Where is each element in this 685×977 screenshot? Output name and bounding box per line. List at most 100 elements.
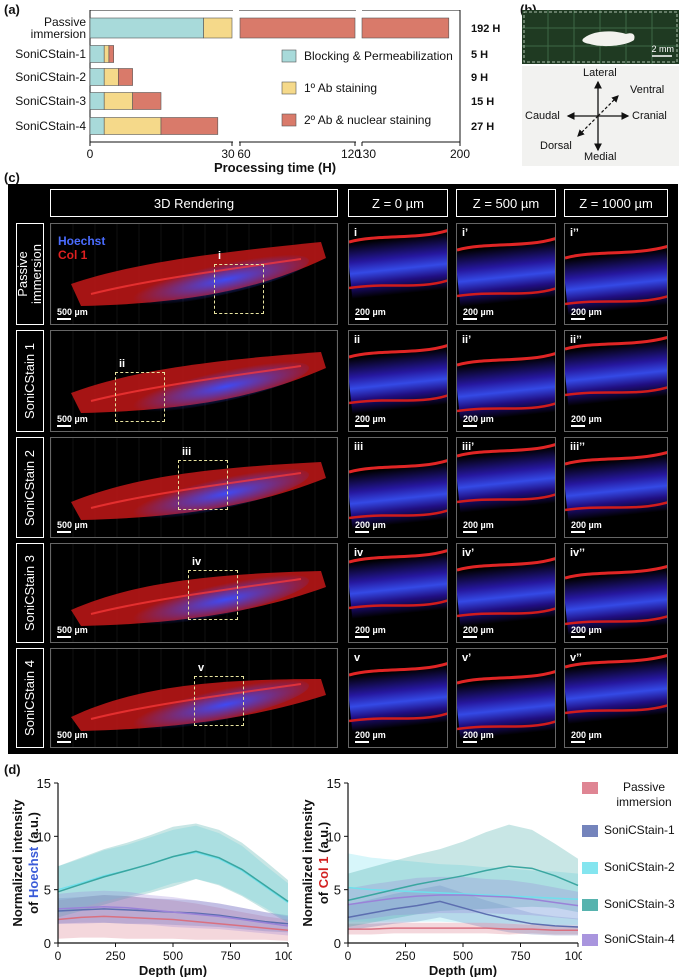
scale-bar-slice-0-0: 200 µm xyxy=(355,307,386,320)
roi-label-3: iv xyxy=(192,556,202,568)
orient-ventral: Ventral xyxy=(630,84,665,96)
bar-4-1 xyxy=(103,117,162,135)
panel-c-letter: (c) xyxy=(4,170,20,185)
legend-label: SoniCStain-4 xyxy=(604,932,675,946)
legend-label: SoniCStain-3 xyxy=(604,897,675,911)
y-label-unit-1: (a.u.) xyxy=(26,812,41,847)
slice-roman-3-2: iv’’ xyxy=(570,547,585,559)
roi-box-1 xyxy=(115,372,165,422)
slice-roman-4-2: v’’ xyxy=(570,652,582,664)
y-label-line1-1: Normalized intensity xyxy=(10,799,25,927)
rendering-image-3 xyxy=(51,544,337,642)
scale-bar-slice-label: 200 µm xyxy=(571,625,602,635)
tendon-photo: 2 mm xyxy=(522,10,679,64)
rendering-image-1 xyxy=(51,331,337,431)
slice-image-0-1 xyxy=(457,237,555,308)
row-label-4-0: SoniCStain-4 xyxy=(15,119,86,133)
photo-grid xyxy=(522,10,679,64)
bar-0-2 xyxy=(239,17,356,39)
panel-d-letter: (d) xyxy=(4,762,21,777)
scale-bar-slice-0-1: 200 µm xyxy=(463,307,494,320)
x-axis-label: Processing time (H) xyxy=(214,160,336,175)
slice-4-2: v’’ 200 µm xyxy=(564,648,668,748)
bar-0-0 xyxy=(89,17,204,39)
row-label-text-3: SoniCStain 3 xyxy=(22,555,38,631)
row-label-text-4: SoniCStain 4 xyxy=(22,660,38,736)
bar-1-1 xyxy=(103,45,110,63)
slice-0-0: i 200 µm xyxy=(348,223,448,325)
legend-swatch xyxy=(582,782,598,794)
legend-label: SoniCStain-2 xyxy=(604,860,675,874)
slice-2-1: iii’ 200 µm xyxy=(456,437,556,538)
legend-swatch-0 xyxy=(281,49,297,63)
y-label-line1-2: Normalized intensity xyxy=(300,799,315,927)
xtick-label-1-0: 0 xyxy=(55,949,62,963)
slice-image-0-0 xyxy=(349,229,447,300)
photo-scale-label: 2 mm xyxy=(651,44,675,54)
scale-bar-slice-label: 200 µm xyxy=(463,307,494,317)
xtick-label-2: 60 xyxy=(237,147,251,161)
legend-item-0: Passive immersion xyxy=(582,780,684,810)
scale-bar-slice-label: 200 µm xyxy=(355,414,386,424)
rendering-3d-4: 500 µm xyxy=(50,648,338,748)
band-1-2 xyxy=(58,825,288,922)
row-total-0: 192 H xyxy=(471,23,500,35)
row-total-4: 27 H xyxy=(471,121,494,133)
axis-break-2 xyxy=(356,10,362,144)
scale-bar-3d-label: 500 µm xyxy=(57,414,88,424)
rendering-image-0 xyxy=(51,224,337,324)
slice-roman-0-1: i’ xyxy=(462,227,469,239)
slice-2-2: iii’’ 200 µm xyxy=(564,437,668,538)
ytick-label-1-5: 5 xyxy=(44,883,51,898)
rendering-3d-0: 500 µm xyxy=(50,223,338,325)
legend-item-1: SoniCStain-1 xyxy=(582,823,684,838)
xtick-label-1-500: 500 xyxy=(163,949,183,963)
legend-swatch-2 xyxy=(281,113,297,127)
slice-3-2: iv’’ 200 µm xyxy=(564,543,668,643)
xtick-label-1-250: 250 xyxy=(105,949,125,963)
scale-bar-slice-1-2: 200 µm xyxy=(571,414,602,427)
bar-2-0 xyxy=(89,68,105,86)
row-total-2: 9 H xyxy=(471,72,488,84)
scale-bar-3d-1: 500 µm xyxy=(57,414,88,427)
legend-swatch xyxy=(582,934,598,946)
rendering-image-4 xyxy=(51,649,337,747)
row-label-0-1: immersion xyxy=(31,27,86,41)
legend-item-2: SoniCStain-2 xyxy=(582,860,684,875)
scale-bar-slice-label: 200 µm xyxy=(355,520,386,530)
slice-roman-1-0: ii xyxy=(354,334,361,346)
scale-bar-3d-label: 500 µm xyxy=(57,625,88,635)
xtick-label-2-250: 250 xyxy=(395,949,415,963)
y-label-unit-2: (a.u.) xyxy=(316,822,331,857)
slice-image-1-2 xyxy=(565,335,667,407)
band-1-0 xyxy=(58,895,288,941)
rendering-image-2 xyxy=(51,438,337,537)
row-label-text-2: SoniCStain 2 xyxy=(22,449,38,526)
legend-item-3: SoniCStain-3 xyxy=(582,897,684,912)
scale-bar-slice-3-1: 200 µm xyxy=(463,625,494,638)
scale-bar-slice-label: 200 µm xyxy=(355,307,386,317)
xtick-label-1: 30 xyxy=(221,147,235,161)
scale-bar-slice-2-1: 200 µm xyxy=(463,520,494,533)
roi-box-3 xyxy=(188,570,238,620)
xtick-label-2-0: 0 xyxy=(345,949,352,963)
channel-col1-label: Col 1 xyxy=(58,248,88,262)
band-2-1 xyxy=(348,885,578,936)
row-label-text-0: Passive immersion xyxy=(15,244,44,304)
x-axis-label-1: Depth (µm) xyxy=(139,963,207,977)
xtick-label-1-1000: 1000 xyxy=(275,949,292,963)
line-1-0 xyxy=(57,915,289,931)
scale-bar-slice-label: 200 µm xyxy=(463,414,494,424)
rendering-3d-3: 500 µm xyxy=(50,543,338,643)
slice-image-4-2 xyxy=(565,653,667,725)
bar-3-1 xyxy=(103,92,133,110)
xtick-label-2-750: 750 xyxy=(510,949,530,963)
hoechst-intensity-chart: 0 5 10 15 0 250 500 750 1000 Depth (µm) Normalized… xyxy=(10,776,292,977)
scale-bar-slice-4-2: 200 µm xyxy=(571,730,602,743)
row-total-1: 5 H xyxy=(471,49,488,61)
tendon-sample xyxy=(582,31,635,47)
slice-roman-2-0: iii xyxy=(354,441,364,453)
slice-roman-0-2: i’’ xyxy=(570,227,579,239)
xtick-label-3: 120 xyxy=(341,147,361,161)
